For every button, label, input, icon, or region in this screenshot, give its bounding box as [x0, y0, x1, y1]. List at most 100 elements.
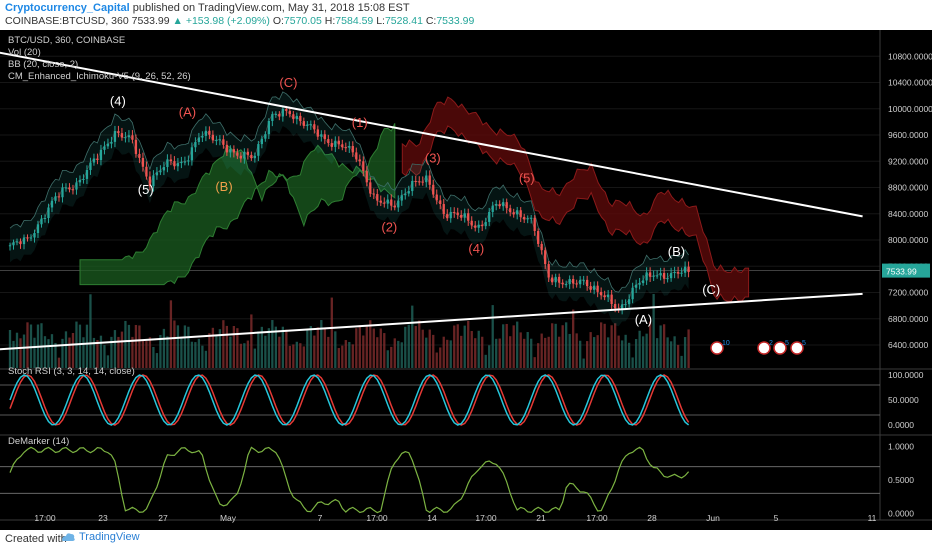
event-count: 5 [802, 340, 806, 347]
wave-label: (5) [519, 170, 535, 185]
candle-body [15, 241, 19, 243]
candle-body [390, 199, 393, 206]
candle-body [369, 182, 372, 194]
candle-body [211, 134, 215, 141]
event-count: 5 [785, 340, 789, 347]
candle-body [467, 213, 470, 221]
volume-bar [15, 332, 19, 368]
candle-body [190, 147, 194, 161]
volume-bar [61, 338, 64, 368]
candle-body [36, 224, 40, 233]
volume-bar [376, 337, 379, 368]
volume-bar [407, 324, 410, 368]
volume-bar [33, 337, 36, 368]
volume-bar [323, 327, 326, 368]
volume-bar [558, 336, 561, 368]
volume-bar [533, 357, 536, 368]
wave-label: (A) [179, 105, 196, 120]
trendlines[interactable] [0, 50, 863, 351]
candle-body [641, 280, 645, 284]
candle-body [113, 131, 117, 142]
footer: Created with TradingView [0, 530, 932, 550]
candle-body [596, 285, 599, 292]
volume-bar [666, 337, 669, 368]
volume-bar [659, 325, 662, 368]
candle-body [327, 139, 330, 144]
candle-body [208, 130, 211, 135]
candle-body [96, 158, 99, 161]
candle-body [358, 159, 361, 162]
volume-bar [320, 320, 323, 368]
wave-label: (3) [425, 151, 441, 166]
demarker-title: DeMarker (14) [8, 436, 69, 447]
price-change: ▲ +153.98 (+2.09%) [172, 15, 270, 27]
volume-bar [673, 336, 676, 368]
candle-body [43, 217, 47, 219]
volume-bar [180, 336, 183, 368]
open-label: O: [272, 15, 284, 27]
volume-bar [519, 332, 522, 368]
volume-bar [306, 329, 309, 368]
price-axis-label: 9200.0000 [888, 156, 928, 166]
candle-body [166, 159, 169, 168]
volume-bar [215, 336, 218, 368]
candle-body [173, 161, 176, 167]
trendline-upper [0, 51, 863, 218]
candle-body [169, 159, 173, 162]
candle-body [579, 279, 582, 285]
close-label: C: [425, 15, 437, 27]
legend-symbol: BTC/USD, 360, COINBASE [8, 35, 125, 46]
volume-bar [295, 341, 298, 368]
candle-body [505, 202, 508, 209]
volume-bar [271, 320, 274, 368]
candle-body [71, 189, 75, 191]
volume-bar [645, 333, 648, 368]
volume-bar [127, 324, 131, 368]
volume-bar [162, 328, 166, 368]
volume-bar [211, 327, 215, 368]
candle-body [75, 182, 78, 190]
ichimoku-cloud [79, 96, 750, 302]
candle-body [78, 179, 82, 183]
candle-body [120, 133, 124, 138]
candle-body [397, 200, 400, 208]
volume-bar [260, 326, 264, 368]
volume-bar [484, 354, 487, 368]
volume-bar [383, 333, 386, 368]
candle-body [215, 140, 218, 142]
volume-bar [495, 338, 498, 368]
volume-bar [537, 343, 540, 368]
candle-body [204, 130, 208, 136]
chart-area[interactable]: (3)(4)(5)(A)(B)(C)(1)(2)(3)(4)(5)(A)(B)(… [0, 30, 932, 530]
candle-body [330, 143, 333, 147]
volume-bar [264, 335, 267, 368]
author-link[interactable]: Cryptocurrency_Capital [5, 2, 130, 14]
volume-bar [246, 340, 250, 368]
bb-fill [10, 91, 689, 327]
volume-bar [309, 326, 312, 368]
candle-body [491, 205, 494, 212]
candle-body [488, 211, 491, 222]
bull-cloud [79, 123, 396, 286]
candle-body [428, 175, 431, 185]
candle-body [593, 285, 596, 290]
volume-bar [229, 336, 232, 368]
candle-body [197, 137, 201, 142]
candle-body [334, 140, 337, 147]
candle-body [362, 161, 365, 172]
volume-bar [435, 352, 438, 368]
tradingview-logo[interactable]: TradingView [60, 531, 140, 543]
candle-body [481, 224, 484, 227]
chart-canvas[interactable]: (3)(4)(5)(A)(B)(C)(1)(2)(3)(4)(5)(A)(B)(… [0, 30, 932, 530]
demarker-line [9, 446, 690, 514]
time-axis-label: 28 [647, 513, 657, 523]
volume-bar [526, 332, 529, 368]
published-text: published on TradingView.com, May 31, 20… [129, 2, 410, 14]
price-axis-label: 10800.0000 [888, 51, 932, 61]
candle-body [218, 139, 222, 141]
candle-body [600, 291, 603, 296]
wave-label: (C) [702, 282, 720, 297]
candle-body [446, 214, 449, 219]
candle-body [477, 224, 480, 228]
volume-bar [547, 336, 550, 368]
